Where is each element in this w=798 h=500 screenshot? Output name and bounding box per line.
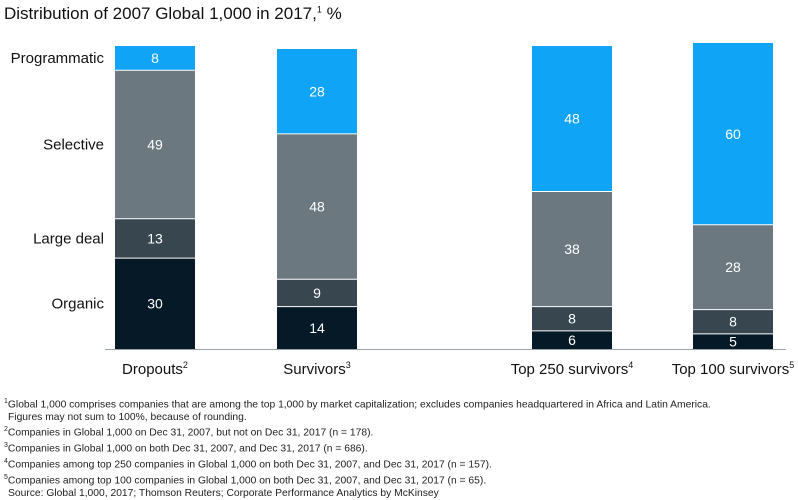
- data-label-programmatic-2: 48: [564, 111, 580, 127]
- data-label-large-deal-2: 8: [568, 311, 576, 327]
- category-label-sup-1: 3: [346, 360, 351, 370]
- category-label-3: Top 100 survivors5: [672, 360, 795, 378]
- footnote-sup-4: 4: [4, 457, 8, 465]
- bar-segment-programmatic-3: [693, 42, 773, 225]
- bar-segment-organic-0: [115, 258, 195, 349]
- data-label-organic-1: 14: [309, 320, 325, 336]
- data-label-organic-0: 30: [147, 296, 163, 312]
- bar-segment-programmatic-0: [115, 46, 195, 71]
- data-label-programmatic-1: 28: [309, 83, 325, 99]
- footnote-sup-2: 2: [4, 426, 8, 434]
- footnote-3: 3Companies in Global 1,000 on both Dec 3…: [4, 440, 794, 456]
- bar-segment-organic-1: [277, 306, 357, 349]
- data-label-selective-2: 38: [564, 241, 580, 257]
- footnote-text-1: Figures may not sum to 100%, because of …: [8, 411, 247, 423]
- footnote-sup-3: 3: [4, 442, 8, 450]
- bar-segment-large-deal-2: [532, 306, 612, 331]
- data-label-organic-2: 6: [568, 332, 576, 348]
- footnote-text-4: Companies among top 250 companies in Glo…: [7, 459, 492, 471]
- footnote-text-2: Companies in Global 1,000 on Dec 31, 200…: [7, 427, 374, 439]
- legend-label-programmatic: Programmatic: [11, 50, 105, 67]
- bar-segment-selective-0: [115, 70, 195, 219]
- data-label-selective-3: 28: [725, 259, 741, 275]
- data-label-large-deal-1: 9: [313, 285, 321, 301]
- bar-segment-large-deal-0: [115, 218, 195, 259]
- footnote-text-6: Source: Global 1,000, 2017; Thomson Reut…: [8, 487, 439, 499]
- chart-title-sup: 1: [316, 4, 322, 15]
- category-label-2: Top 250 survivors4: [511, 360, 634, 378]
- footnote-sup-5: 5: [4, 473, 8, 481]
- bar-segment-selective-1: [277, 133, 357, 280]
- data-label-selective-0: 49: [147, 136, 163, 152]
- bar-segment-organic-2: [532, 330, 612, 349]
- bar-segment-large-deal-1: [277, 279, 357, 307]
- footnote-0: 1Global 1,000 comprises companies that a…: [4, 396, 794, 412]
- footnote-text-0: Global 1,000 comprises companies that ar…: [7, 399, 711, 411]
- footnote-4: 4Companies among top 250 companies in Gl…: [4, 456, 794, 472]
- footnote-text-3: Companies in Global 1,000 on both Dec 31…: [7, 443, 368, 455]
- data-label-organic-3: 5: [729, 333, 737, 349]
- data-label-large-deal-3: 8: [729, 314, 737, 330]
- legend-label-large-deal: Large deal: [33, 230, 104, 247]
- category-label-sup-0: 2: [183, 360, 188, 370]
- data-label-programmatic-3: 60: [725, 126, 741, 142]
- data-label-selective-1: 48: [309, 199, 325, 215]
- chart-title-unit: %: [321, 4, 342, 23]
- footnote-5: 5Companies among top 100 companies in Gl…: [4, 472, 794, 488]
- bar-segment-selective-2: [532, 191, 612, 307]
- legend-label-organic: Organic: [51, 296, 104, 313]
- bar-segment-programmatic-1: [277, 49, 357, 134]
- category-label-sup-3: 5: [789, 360, 794, 370]
- bar-segment-large-deal-3: [693, 309, 773, 334]
- chart-title: Distribution of 2007 Global 1,000 in 201…: [4, 4, 342, 24]
- footnote-1: Figures may not sum to 100%, because of …: [4, 412, 794, 424]
- chart-title-text: Distribution of 2007 Global 1,000 in 201…: [4, 4, 317, 23]
- category-label-0: Dropouts2: [122, 360, 188, 378]
- footnotes: 1Global 1,000 comprises companies that a…: [4, 396, 794, 500]
- stacked-bar-chart: 3013498Dropouts21494828Survivors3683848T…: [11, 42, 795, 378]
- category-label-sup-2: 4: [628, 360, 633, 370]
- footnote-6: Source: Global 1,000, 2017; Thomson Reut…: [4, 488, 794, 500]
- legend-label-selective: Selective: [43, 136, 104, 153]
- footnote-2: 2Companies in Global 1,000 on Dec 31, 20…: [4, 424, 794, 440]
- footnote-sup-0: 1: [4, 398, 8, 405]
- bar-segment-programmatic-2: [532, 46, 612, 192]
- bar-segment-organic-3: [693, 333, 773, 349]
- footnote-text-5: Companies among top 100 companies in Glo…: [7, 475, 487, 487]
- bar-segment-selective-3: [693, 224, 773, 310]
- data-label-programmatic-0: 8: [151, 50, 159, 66]
- category-label-1: Survivors3: [283, 360, 351, 378]
- data-label-large-deal-0: 13: [147, 230, 163, 246]
